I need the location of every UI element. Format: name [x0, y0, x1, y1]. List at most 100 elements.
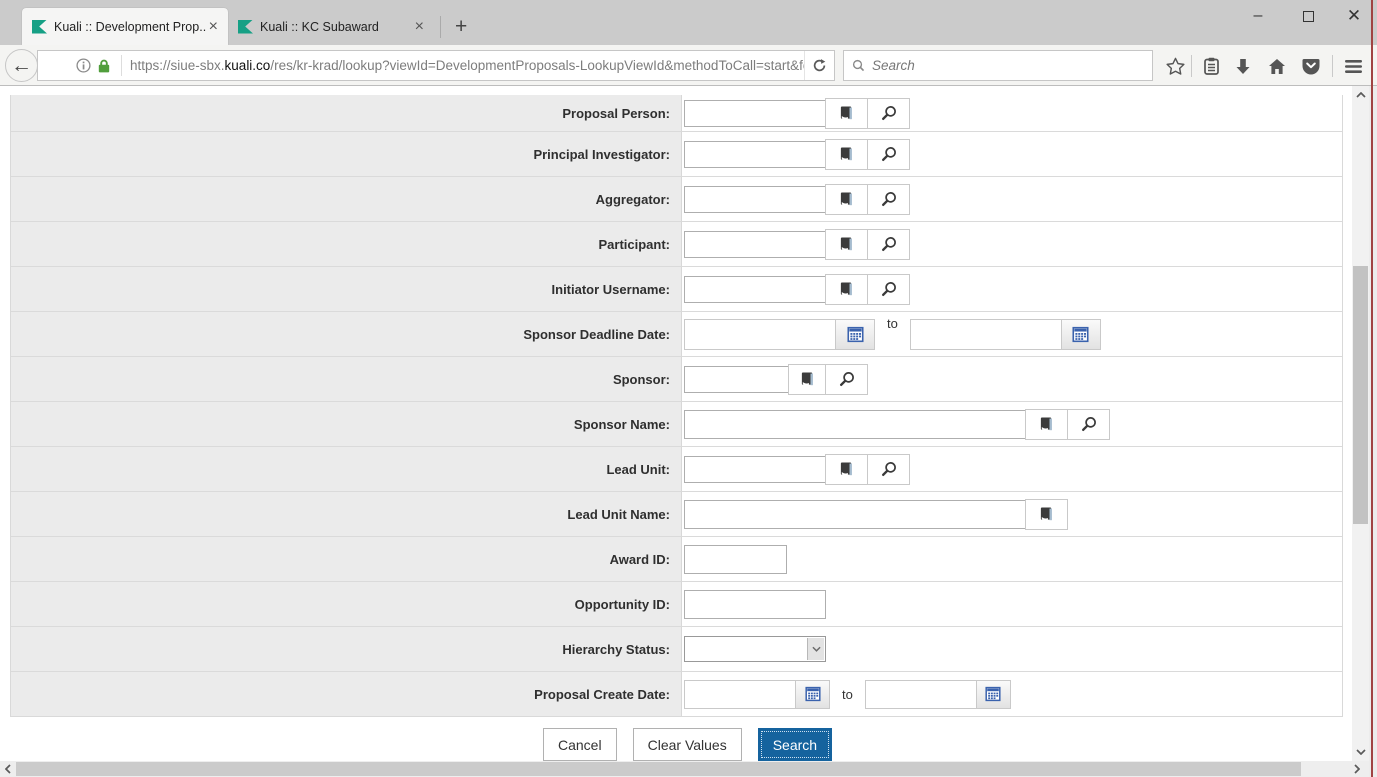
- form-row-sponsor-name: Sponsor Name:: [11, 401, 1342, 446]
- field-label: Participant:: [11, 222, 682, 266]
- scroll-down-arrow[interactable]: [1352, 743, 1369, 761]
- lead-unit-name-input[interactable]: [684, 499, 1026, 529]
- tab-development-proposals[interactable]: Kuali :: Development Prop... ×: [22, 8, 228, 45]
- cancel-button[interactable]: Cancel: [543, 728, 617, 761]
- horizontal-scrollbar[interactable]: [0, 761, 1369, 777]
- opportunity-id-input[interactable]: [684, 589, 826, 619]
- scroll-right-arrow[interactable]: [1349, 761, 1365, 777]
- close-window-button[interactable]: ✕: [1346, 6, 1362, 25]
- participant-input[interactable]: [684, 230, 826, 258]
- form-row-award-id: Award ID:: [11, 536, 1342, 581]
- form-row-principal-investigator: Principal Investigator:: [11, 131, 1342, 176]
- aggregator-input[interactable]: [684, 185, 826, 213]
- field-label: Opportunity ID:: [11, 582, 682, 626]
- proposal-create-from-calendar-button[interactable]: [795, 680, 829, 708]
- tab-kc-subaward[interactable]: Kuali :: KC Subaward ×: [228, 8, 434, 45]
- proposal-person-input[interactable]: [684, 99, 826, 127]
- proposal-create-to-input[interactable]: [865, 680, 976, 708]
- lead-unit-input[interactable]: [684, 455, 826, 483]
- lookup-form-page: Proposal Person: Principal Investigator:…: [0, 86, 1352, 761]
- toolbar-separator: [1332, 55, 1333, 77]
- proposal-create-to-calendar-button[interactable]: [975, 680, 1010, 708]
- form-row-hierarchy-status: Hierarchy Status:: [11, 626, 1342, 671]
- scroll-left-arrow[interactable]: [0, 761, 16, 777]
- form-row-proposal-create-date: Proposal Create Date: to: [11, 671, 1342, 716]
- initiator-username-input[interactable]: [684, 275, 826, 303]
- search-bar[interactable]: [843, 50, 1153, 81]
- sponsor-search-button[interactable]: [825, 363, 868, 395]
- pocket-button[interactable]: [1296, 52, 1326, 80]
- sponsor-deadline-from-field: [684, 318, 875, 350]
- back-button[interactable]: ←: [5, 49, 38, 82]
- sponsor-name-search-button[interactable]: [1067, 408, 1110, 440]
- field-label: Lead Unit Name:: [11, 492, 682, 536]
- sponsor-input[interactable]: [684, 365, 789, 393]
- vertical-scrollbar[interactable]: [1352, 86, 1369, 761]
- award-id-input[interactable]: [684, 544, 787, 574]
- field-label: Proposal Person:: [11, 95, 682, 131]
- downloads-button[interactable]: [1228, 52, 1258, 80]
- hierarchy-status-select[interactable]: [684, 636, 826, 662]
- participant-book-button[interactable]: [825, 228, 868, 260]
- minimize-button[interactable]: –: [1253, 7, 1263, 24]
- lock-icon[interactable]: [97, 58, 111, 74]
- principal-investigator-input[interactable]: [684, 140, 826, 168]
- form-row-opportunity-id: Opportunity ID:: [11, 581, 1342, 626]
- proposal-person-book-button[interactable]: [825, 97, 868, 129]
- reload-button[interactable]: [804, 51, 834, 80]
- home-button[interactable]: [1262, 52, 1292, 80]
- sponsor-deadline-from-input[interactable]: [685, 319, 835, 349]
- principal-investigator-book-button[interactable]: [825, 138, 868, 170]
- initiator-username-book-button[interactable]: [825, 273, 868, 305]
- page-info-icon[interactable]: [76, 58, 91, 73]
- url-domain: kuali.co: [224, 58, 271, 73]
- close-tab-icon[interactable]: ×: [208, 17, 218, 35]
- field-label: Sponsor Name:: [11, 402, 682, 446]
- sponsor-deadline-from-calendar-button[interactable]: [835, 319, 874, 349]
- sponsor-deadline-to-field: [909, 318, 1101, 350]
- initiator-username-search-button[interactable]: [867, 273, 910, 305]
- book-icon: [839, 281, 854, 297]
- new-tab-button[interactable]: +: [455, 14, 468, 38]
- maximize-button[interactable]: [1295, 6, 1321, 26]
- bookmark-star-button[interactable]: [1160, 52, 1190, 80]
- field-label: Sponsor:: [11, 357, 682, 401]
- sponsor-deadline-to-calendar-button[interactable]: [1060, 319, 1100, 349]
- menu-button[interactable]: [1338, 52, 1368, 80]
- lead-unit-book-button[interactable]: [825, 453, 868, 485]
- bookmarks-menu-button[interactable]: [1196, 52, 1226, 80]
- magnifier-icon: [839, 371, 855, 387]
- principal-investigator-search-button[interactable]: [867, 138, 910, 170]
- aggregator-book-button[interactable]: [825, 183, 868, 215]
- maximize-icon: [1302, 10, 1314, 22]
- field-label: Award ID:: [11, 537, 682, 581]
- tab-title: Kuali :: KC Subaward: [260, 19, 379, 34]
- clear-values-button[interactable]: Clear Values: [632, 728, 742, 761]
- scroll-up-arrow[interactable]: [1352, 86, 1369, 104]
- chevron-down-icon: [807, 638, 824, 660]
- tab-separator: [440, 15, 441, 38]
- magnifier-icon: [881, 236, 897, 252]
- lead-unit-search-button[interactable]: [867, 453, 910, 485]
- lead-unit-name-book-button[interactable]: [1025, 498, 1068, 530]
- sponsor-deadline-to-input[interactable]: [910, 319, 1061, 349]
- selected-value: [685, 641, 689, 656]
- search-input[interactable]: [872, 58, 1144, 73]
- horizontal-scrollbar-thumb[interactable]: [16, 762, 1301, 776]
- sponsor-name-input[interactable]: [684, 409, 1026, 439]
- proposal-create-from-input[interactable]: [685, 680, 795, 708]
- sponsor-book-button[interactable]: [788, 363, 826, 395]
- proposal-person-search-button[interactable]: [867, 97, 910, 129]
- search-button[interactable]: Search: [757, 728, 833, 761]
- participant-search-button[interactable]: [867, 228, 910, 260]
- book-icon: [839, 461, 854, 477]
- sponsor-name-book-button[interactable]: [1025, 408, 1068, 440]
- magnifier-icon: [881, 191, 897, 207]
- lookup-criteria-table: Proposal Person: Principal Investigator:…: [10, 95, 1343, 717]
- aggregator-search-button[interactable]: [867, 183, 910, 215]
- vertical-scrollbar-thumb[interactable]: [1353, 266, 1368, 524]
- close-tab-icon[interactable]: ×: [414, 17, 424, 35]
- book-icon: [839, 105, 854, 121]
- url-bar[interactable]: https://siue-sbx.kuali.co/res/kr-krad/lo…: [37, 50, 835, 81]
- book-icon: [839, 236, 854, 252]
